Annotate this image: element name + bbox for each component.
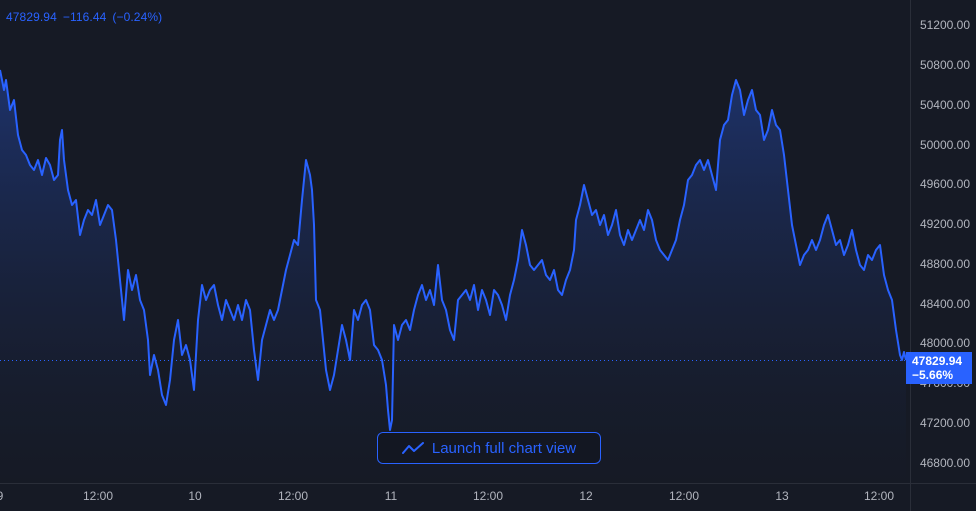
y-tick: 48400.00	[919, 297, 970, 311]
badge-price: 47829.94	[912, 354, 963, 368]
legend-change-pct: (−0.24%)	[112, 10, 163, 24]
price-area-fill	[0, 70, 906, 483]
x-tick: 10	[188, 489, 202, 503]
x-tick: 12:00	[863, 489, 895, 503]
legend-change: −116.44	[62, 10, 107, 24]
trend-line-icon	[401, 442, 424, 454]
last-price-badge: 47829.94 −5.66%	[906, 352, 972, 384]
legend-price: 47829.94	[6, 10, 57, 24]
y-tick: 49200.00	[919, 217, 970, 231]
y-tick: 50000.00	[919, 138, 970, 152]
badge-change-pct: −5.66%	[912, 368, 954, 382]
x-tick: 12	[579, 489, 593, 503]
x-tick: 9	[0, 489, 3, 503]
y-tick: 50800.00	[919, 58, 970, 72]
launch-full-chart-button[interactable]: Launch full chart view	[377, 432, 601, 464]
price-legend: 47829.94 −116.44 (−0.24%)	[6, 10, 168, 24]
x-tick: 12:00	[277, 489, 309, 503]
launch-button-label: Launch full chart view	[431, 439, 577, 457]
y-tick: 48800.00	[919, 257, 970, 271]
y-tick: 46800.00	[919, 456, 970, 470]
y-tick: 51200.00	[919, 18, 970, 32]
x-tick: 13	[775, 489, 789, 503]
x-tick: 12:00	[472, 489, 504, 503]
x-tick: 12:00	[82, 489, 114, 503]
y-tick: 50400.00	[919, 98, 970, 112]
y-tick: 49600.00	[919, 177, 970, 191]
price-line	[0, 69, 907, 431]
x-tick: 12:00	[668, 489, 700, 503]
y-tick: 48000.00	[919, 336, 970, 350]
y-tick: 47200.00	[919, 416, 970, 430]
x-tick: 11	[384, 489, 398, 503]
